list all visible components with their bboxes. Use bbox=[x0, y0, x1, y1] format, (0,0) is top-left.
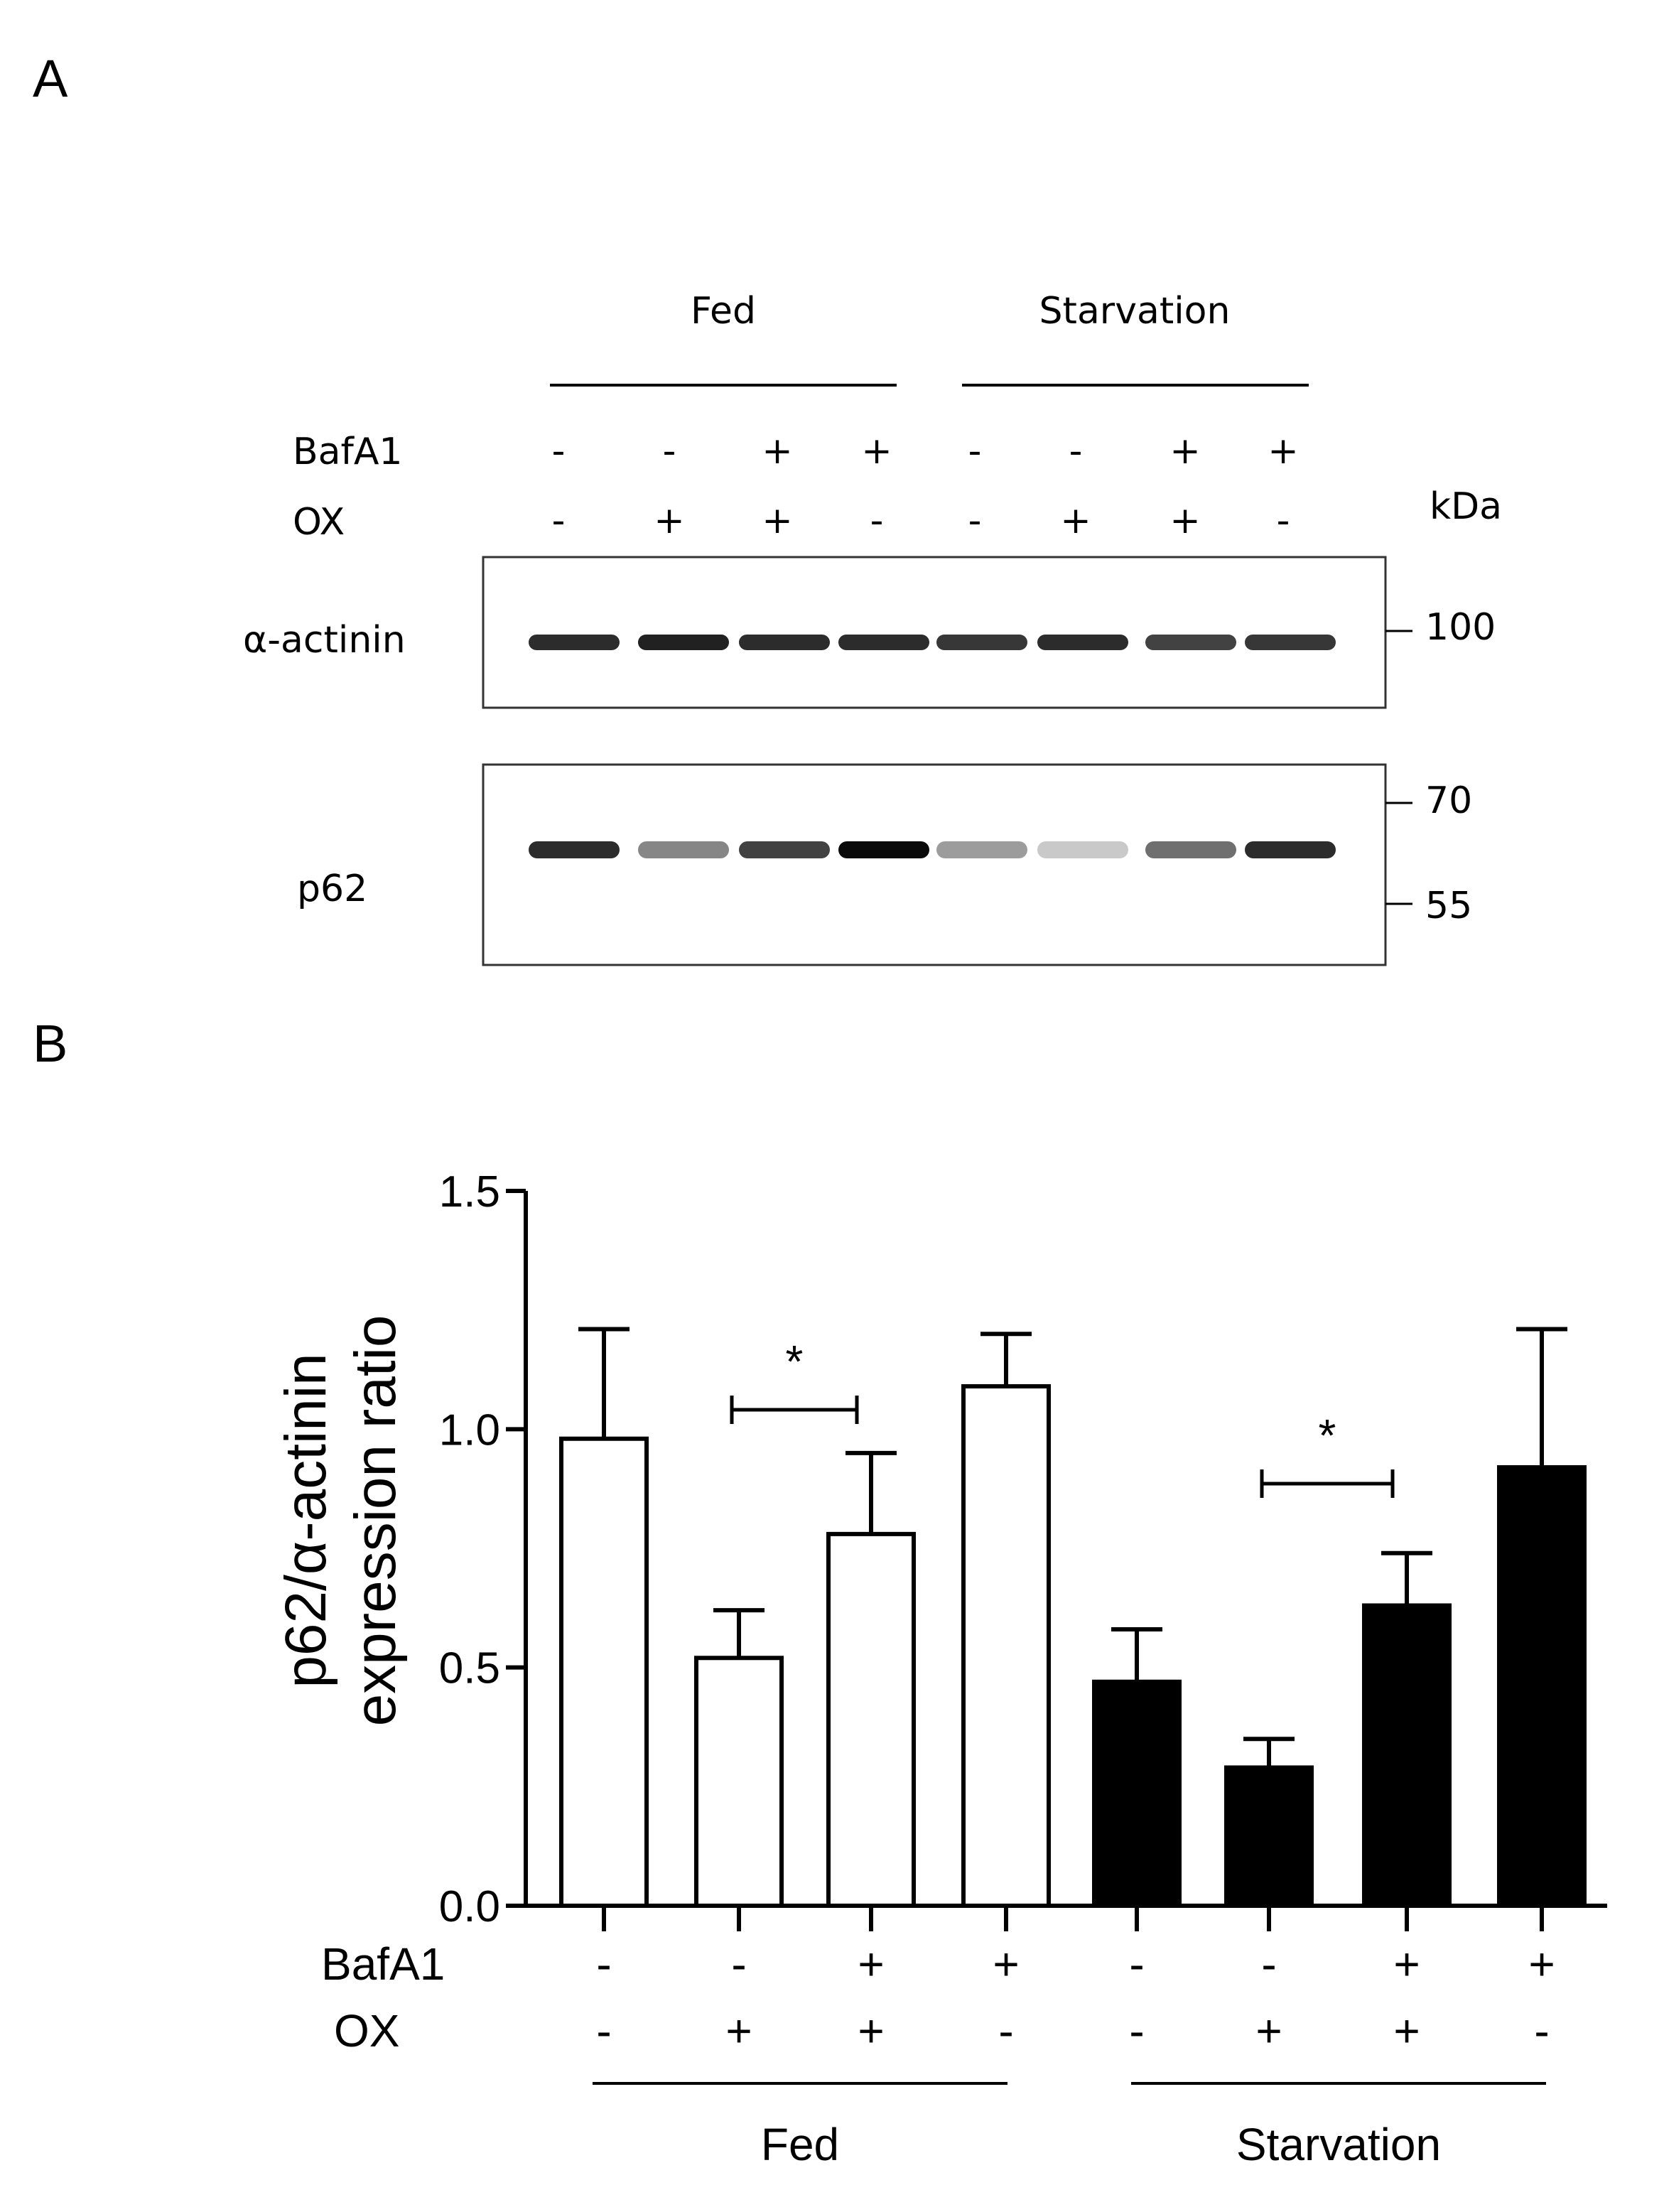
wb-sign-bafa1-lane-7: + bbox=[1169, 430, 1201, 473]
band-p62-lane-8 bbox=[1245, 841, 1336, 858]
wb-sign-bafa1-lane-1: - bbox=[552, 430, 566, 473]
chart-sign-ox-7: + bbox=[1393, 2005, 1420, 2056]
y-axis-label-line2: expression ratio bbox=[343, 1315, 408, 1727]
marker-label-100: 100 bbox=[1425, 606, 1496, 649]
chart-sign-bafa1-2: - bbox=[731, 1938, 746, 1990]
bar-starvation-1 bbox=[1092, 1679, 1182, 1908]
bar-starvation-2 bbox=[1224, 1765, 1314, 1908]
chart-sign-bafa1-3: + bbox=[858, 1938, 884, 1990]
wb-sign-ox-lane-6: + bbox=[1060, 500, 1091, 542]
band-alpha-actinin-lane-3 bbox=[739, 635, 830, 650]
sig-star-2: * bbox=[1319, 1410, 1336, 1461]
band-alpha-actinin-lane-6 bbox=[1037, 635, 1128, 650]
panel-a-letter: A bbox=[33, 49, 68, 108]
chart-significance: ** bbox=[730, 1336, 1395, 1498]
chart-sign-bafa1-1: - bbox=[596, 1938, 611, 1990]
marker-label-55: 55 bbox=[1425, 885, 1472, 927]
wb-sign-ox-lane-4: - bbox=[870, 500, 884, 542]
band-alpha-actinin-lane-8 bbox=[1245, 635, 1336, 650]
band-p62-lane-2 bbox=[638, 841, 729, 858]
chart-sign-bafa1-6: - bbox=[1261, 1938, 1276, 1990]
wb-group-label-starvation: Starvation bbox=[1039, 290, 1231, 333]
blot-bands-p62 bbox=[529, 841, 1336, 858]
bar-starvation-4 bbox=[1497, 1464, 1587, 1908]
chart-sign-bafa1-8: + bbox=[1528, 1938, 1555, 1990]
wb-sign-bafa1-lane-8: + bbox=[1268, 430, 1299, 473]
panel-b: B p62/α-actinin expression ratio 0.0 0.5 1… bbox=[33, 1014, 1607, 2170]
wb-sign-ox-lane-3: + bbox=[762, 500, 793, 542]
bar-fed-4 bbox=[961, 1383, 1051, 1909]
marker-label-70: 70 bbox=[1425, 779, 1472, 822]
chart-sign-bafa1-4: + bbox=[993, 1938, 1019, 1990]
wb-sign-ox-lane-2: + bbox=[654, 500, 685, 542]
wb-sign-bafa1-lane-2: - bbox=[663, 430, 676, 473]
band-p62-lane-6 bbox=[1037, 841, 1128, 858]
wb-sign-bafa1-lane-3: + bbox=[762, 430, 793, 473]
band-alpha-actinin-lane-5 bbox=[936, 635, 1027, 650]
wb-sign-bafa1-lane-5: - bbox=[968, 430, 982, 473]
y-axis-label-line1: p62/α-actinin bbox=[274, 1353, 338, 1688]
chart-row-label-ox: OX bbox=[334, 2005, 399, 2056]
band-p62-lane-3 bbox=[739, 841, 830, 858]
blot-frame-alpha-actinin bbox=[482, 556, 1387, 709]
chart-sign-ox-5: - bbox=[1129, 2005, 1144, 2056]
band-p62-lane-5 bbox=[936, 841, 1027, 858]
wb-sign-grid: - - + + - - + + - + + - - + + - bbox=[552, 430, 1299, 542]
chart-sign-bafa1-5: - bbox=[1129, 1938, 1144, 1990]
y-tick-label-0: 0.0 bbox=[439, 1882, 500, 1931]
band-alpha-actinin-lane-2 bbox=[638, 635, 729, 650]
bar-fed-3 bbox=[826, 1531, 916, 1908]
bar-fed-1 bbox=[559, 1436, 649, 1909]
wb-row-label-ox: OX bbox=[293, 501, 345, 544]
chart-sign-ox-2: + bbox=[725, 2005, 752, 2056]
band-p62-lane-1 bbox=[529, 841, 620, 858]
band-p62-lane-4 bbox=[838, 841, 929, 858]
wb-sign-ox-lane-7: + bbox=[1169, 500, 1201, 542]
chart-sign-ox-6: + bbox=[1255, 2005, 1282, 2056]
band-p62-lane-7 bbox=[1145, 841, 1236, 858]
chart-row-label-bafa1: BafA1 bbox=[321, 1938, 445, 1990]
wb-sign-bafa1-lane-6: - bbox=[1069, 430, 1083, 473]
panel-a: A Fed Starvation BafA1 OX - - + + - - + + - + + - - +… bbox=[33, 49, 1502, 966]
chart-sign-ox-4: - bbox=[998, 2005, 1013, 2056]
y-tick-label-1: 0.5 bbox=[439, 1644, 500, 1693]
wb-sign-ox-lane-8: - bbox=[1277, 500, 1290, 542]
chart-bars bbox=[559, 1327, 1587, 1909]
band-alpha-actinin-lane-1 bbox=[529, 635, 620, 650]
wb-row-label-bafa1: BafA1 bbox=[293, 431, 403, 473]
y-tick-label-3: 1.5 bbox=[439, 1167, 500, 1216]
chart-group-label-starvation: Starvation bbox=[1236, 2119, 1441, 2170]
blot-label-alpha-actinin: α-actinin bbox=[243, 619, 406, 662]
wb-sign-ox-lane-1: - bbox=[552, 500, 566, 542]
bar-fed-2 bbox=[694, 1656, 784, 1909]
wb-sign-ox-lane-5: - bbox=[968, 500, 982, 542]
sig-star-1: * bbox=[786, 1336, 804, 1387]
chart-sign-ox-1: - bbox=[596, 2005, 611, 2056]
wb-group-label-fed: Fed bbox=[691, 290, 756, 333]
chart-sign-ox-8: - bbox=[1534, 2005, 1549, 2056]
band-alpha-actinin-lane-4 bbox=[838, 635, 929, 650]
chart-group-label-fed: Fed bbox=[761, 2119, 839, 2170]
y-tick-label-2: 1.0 bbox=[439, 1406, 500, 1455]
kda-label: kDa bbox=[1430, 485, 1502, 528]
band-alpha-actinin-lane-7 bbox=[1145, 635, 1236, 650]
chart-sign-ox-3: + bbox=[858, 2005, 884, 2056]
chart-sign-bafa1-7: + bbox=[1393, 1938, 1420, 1990]
blot-bands-alpha-actinin bbox=[529, 635, 1336, 650]
bar-starvation-3 bbox=[1362, 1603, 1452, 1908]
chart-condition-grid: - - + + - - + + - + + - - + + - bbox=[596, 1938, 1555, 2056]
blot-frame-p62 bbox=[482, 763, 1387, 966]
panel-b-letter: B bbox=[33, 1014, 67, 1073]
wb-sign-bafa1-lane-4: + bbox=[861, 430, 892, 473]
blot-label-p62: p62 bbox=[297, 868, 367, 910]
